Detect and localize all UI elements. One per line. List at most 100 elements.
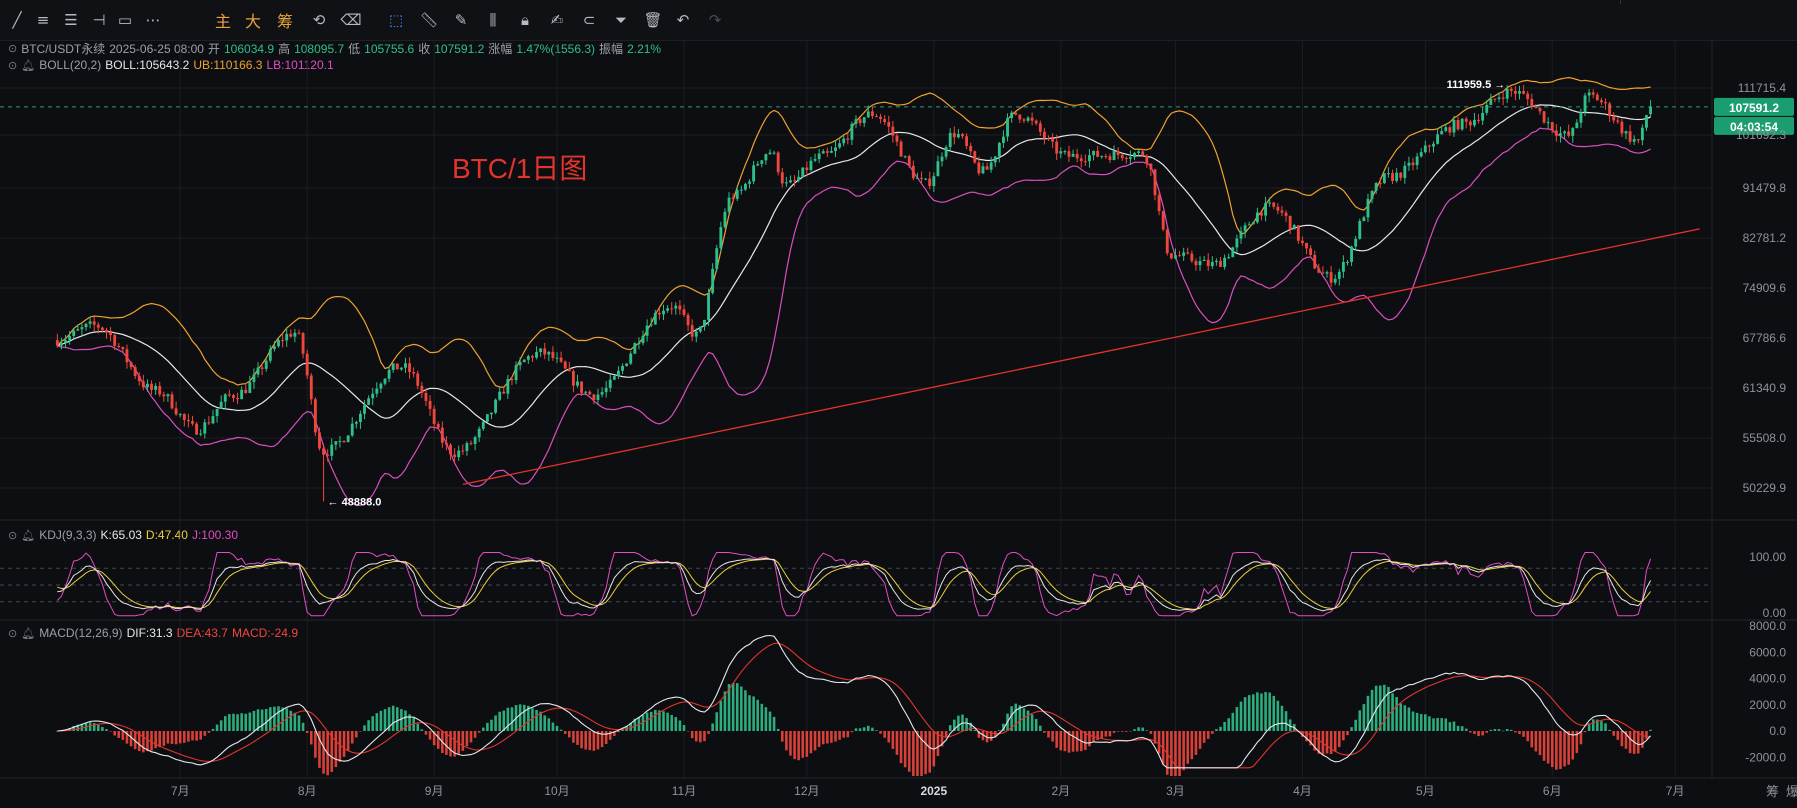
candle-body [166, 394, 170, 397]
current-price-tag [1714, 97, 1794, 116]
macd-histogram-bar [379, 710, 383, 731]
candle-style-icon[interactable]: ⫼ [489, 11, 497, 29]
candle-body [768, 152, 772, 155]
candle-body [1022, 119, 1026, 121]
macd-histogram-bar [305, 731, 309, 733]
lock-icon[interactable]: 🔒︎ [521, 11, 529, 29]
candle-body [1280, 210, 1284, 213]
macd-histogram-bar [465, 731, 469, 747]
open-value: 106034.9 [224, 41, 275, 56]
macd-histogram-bar [248, 712, 252, 731]
rectangle-tool-icon[interactable]: ▭ [117, 11, 133, 29]
big-order-button[interactable]: 大 [244, 12, 261, 31]
macd-histogram-bar [449, 731, 452, 757]
macd-histogram-bar [350, 731, 354, 744]
undo-icon[interactable]: ↶ [676, 11, 690, 29]
chip-distribution-button[interactable]: 筹 [276, 12, 293, 31]
candle-body [146, 383, 149, 388]
candle-body [371, 393, 375, 399]
select-tool-icon[interactable]: ⬚ [388, 11, 404, 29]
filter-icon[interactable]: ⏷ [614, 11, 627, 29]
candle-body [977, 162, 981, 174]
macd-histogram-bar [1501, 730, 1505, 732]
macd-histogram-bar [236, 714, 239, 731]
macd-histogram-bar [1596, 719, 1599, 731]
ruler-icon[interactable]: 📏︎ [419, 11, 439, 29]
macd-histogram-bar [252, 710, 256, 731]
candle-body [1341, 261, 1345, 272]
candle-body [195, 423, 199, 435]
macd-histogram-bar [211, 728, 215, 731]
note-icon[interactable]: ✍ [550, 11, 564, 29]
magnet-icon[interactable]: ⊂ [582, 11, 596, 29]
candle-body [1374, 182, 1378, 191]
candle-body [227, 394, 231, 396]
macd-histogram-bar [113, 731, 116, 736]
indicator-template-icon[interactable]: ⟲ [312, 11, 326, 29]
macd-histogram-bar [1243, 697, 1247, 731]
candle-body [772, 152, 776, 154]
candle-body [793, 180, 796, 182]
macd-histogram-bar [1477, 731, 1480, 737]
candle-body [363, 404, 366, 414]
candle-body [1391, 173, 1394, 181]
candle-body [236, 397, 239, 400]
candle-body [629, 353, 633, 364]
clear-drawings-icon[interactable]: ⌫ [340, 11, 362, 29]
candle-body [748, 181, 751, 184]
macd-histogram-bar [785, 731, 788, 751]
macd-histogram-bar [129, 731, 133, 747]
macd-histogram-bar [244, 713, 248, 731]
x-axis-label: 10月 [544, 784, 569, 798]
collapse-icon[interactable]: ⊙ [8, 627, 18, 640]
more-tools-icon[interactable]: ⋯ [145, 11, 161, 29]
candle-body [1092, 150, 1095, 156]
macd-histogram-bar [219, 720, 223, 731]
delete-icon[interactable]: 🗑︎ [643, 11, 663, 29]
trend-line-tool-icon[interactable]: ╱ [12, 11, 22, 29]
candle-body [1526, 93, 1530, 99]
candle-body [1161, 211, 1165, 230]
collapse-icon[interactable]: ⊙ [8, 59, 18, 72]
brush-icon[interactable]: ✎ [454, 11, 468, 29]
macd-histogram-bar [92, 723, 96, 731]
alert-bell-icon[interactable]: 🔔︎ [21, 627, 36, 640]
macd-histogram-bar [1526, 731, 1529, 742]
candle-body [580, 381, 584, 393]
collapse-icon[interactable]: ⊙ [8, 529, 18, 542]
alert-bell-icon[interactable]: 🔔︎ [21, 59, 36, 72]
candle-body [92, 321, 96, 325]
macd-histogram-bar [424, 731, 428, 735]
candle-body [780, 172, 784, 184]
kdj-k-value: K:65.03 [100, 528, 142, 542]
candle-body [1333, 278, 1337, 283]
candle-body [1251, 222, 1255, 225]
macd-histogram-bar [998, 730, 1001, 731]
parallel-channel-tool-icon[interactable]: ☰ [64, 11, 78, 29]
price-chart[interactable]: 107591.2 04:03:54 111959.5 → ← 48888.0 BTC/1… [0, 40, 1797, 808]
macd-histogram-bar [1206, 731, 1210, 739]
candle-body [293, 332, 297, 337]
macd-histogram-bar [232, 713, 235, 731]
candle-body [1059, 151, 1063, 154]
price-axis-label: 50229.9 [1743, 481, 1787, 495]
candle-body [1616, 120, 1620, 122]
cross-line-tool-icon[interactable]: ⊣ [92, 11, 106, 29]
macd-histogram-bar [117, 731, 121, 739]
macd-histogram-bar [1567, 731, 1570, 765]
macd-histogram-bar [969, 722, 972, 731]
main-indicator-button[interactable]: 主 [214, 12, 231, 31]
candle-body [805, 167, 809, 171]
macd-histogram-bar [1612, 731, 1615, 736]
macd-histogram-bar [338, 731, 342, 762]
collapse-icon[interactable]: ⊙ [8, 43, 18, 55]
horizontal-lines-tool-icon[interactable]: ≡ [36, 11, 50, 29]
x-axis-label: 11月 [672, 784, 696, 798]
candle-body [858, 119, 862, 124]
redo-icon[interactable]: ↷ [708, 11, 722, 29]
candle-body [318, 432, 321, 449]
current-price-value: 107591.2 [1729, 101, 1779, 115]
alert-bell-icon[interactable]: 🔔︎ [21, 529, 36, 542]
macd-histogram-bar [875, 730, 878, 731]
candle-body [1300, 240, 1304, 243]
